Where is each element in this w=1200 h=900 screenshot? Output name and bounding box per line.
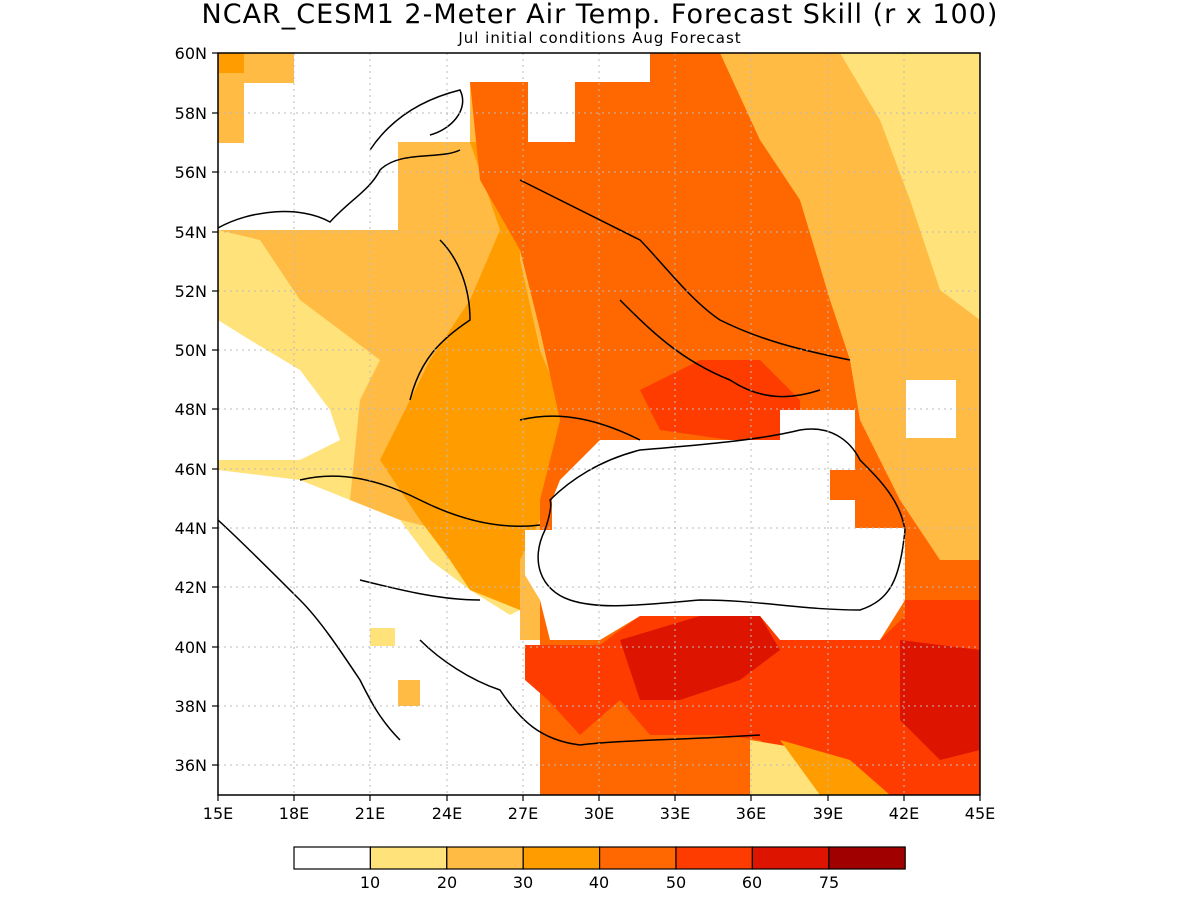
blob-turkey-75 bbox=[620, 616, 780, 700]
lon-label: 18E bbox=[279, 804, 309, 823]
legend-label: 20 bbox=[437, 873, 457, 892]
lon-label: 30E bbox=[584, 804, 614, 823]
legend-label: 75 bbox=[819, 873, 839, 892]
border-1 bbox=[409, 239, 471, 401]
map-title: NCAR_CESM1 2-Meter Air Temp. Forecast Sk… bbox=[201, 0, 999, 30]
legend-label: 40 bbox=[589, 873, 609, 892]
lon-label: 33E bbox=[660, 804, 690, 823]
lon-label: 15E bbox=[203, 804, 233, 823]
aegean-coast bbox=[419, 639, 761, 746]
band-30-40 bbox=[380, 142, 580, 610]
legend-label: 60 bbox=[742, 873, 762, 892]
mask-west bbox=[218, 320, 340, 460]
coastlines bbox=[218, 89, 906, 746]
lon-labels: 15E 18E 21E 24E 27E 30E 33E 36E 39E 42E … bbox=[203, 804, 995, 823]
color-bar-labels: 10 20 30 40 50 60 75 bbox=[360, 873, 839, 892]
grid-lines bbox=[218, 53, 980, 795]
lat-labels: 60N 58N 56N 54N 52N 50N 48N 46N 44N 42N … bbox=[175, 44, 207, 775]
lat-label: 44N bbox=[175, 519, 207, 538]
lat-axis bbox=[212, 52, 218, 766]
lat-label: 40N bbox=[175, 638, 207, 657]
lon-label: 39E bbox=[813, 804, 843, 823]
lat-label: 42N bbox=[175, 578, 207, 597]
lat-label: 48N bbox=[175, 400, 207, 419]
color-bar bbox=[293, 846, 906, 870]
lat-label: 56N bbox=[175, 163, 207, 182]
lat-label: 60N bbox=[175, 44, 207, 63]
lat-label: 46N bbox=[175, 460, 207, 479]
lat-label: 50N bbox=[175, 341, 207, 360]
lat-label: 58N bbox=[175, 104, 207, 123]
lon-label: 21E bbox=[355, 804, 385, 823]
black-sea-coast bbox=[537, 428, 906, 611]
lon-label: 27E bbox=[508, 804, 538, 823]
legend-swatch bbox=[369, 846, 448, 870]
legend-label: 30 bbox=[513, 873, 533, 892]
east-20 bbox=[840, 53, 980, 320]
lat-label: 36N bbox=[175, 756, 207, 775]
lat-label: 38N bbox=[175, 697, 207, 716]
legend-swatch bbox=[446, 846, 524, 870]
lat-label: 54N bbox=[175, 223, 207, 242]
lat-label: 52N bbox=[175, 282, 207, 301]
legend-swatch bbox=[522, 846, 601, 870]
legend-swatch bbox=[828, 846, 906, 870]
map-subtitle: Jul initial conditions Aug Forecast bbox=[458, 29, 742, 47]
mask-balkans bbox=[218, 470, 600, 795]
legend-swatch bbox=[751, 846, 830, 870]
blob-ukraine bbox=[640, 360, 800, 440]
lon-label: 42E bbox=[889, 804, 919, 823]
mask-black-sea bbox=[525, 410, 905, 640]
legend-swatch bbox=[598, 846, 677, 870]
lon-label: 24E bbox=[432, 804, 462, 823]
lon-axis bbox=[217, 795, 981, 801]
legend-label: 50 bbox=[666, 873, 686, 892]
lon-label: 45E bbox=[965, 804, 995, 823]
baltic-coast bbox=[218, 149, 461, 229]
lon-label: 36E bbox=[736, 804, 766, 823]
legend-swatch bbox=[675, 846, 754, 870]
legend-swatch bbox=[293, 846, 372, 870]
adriatic-coast bbox=[218, 519, 401, 741]
legend-label: 10 bbox=[360, 873, 380, 892]
mask-north bbox=[218, 53, 650, 230]
